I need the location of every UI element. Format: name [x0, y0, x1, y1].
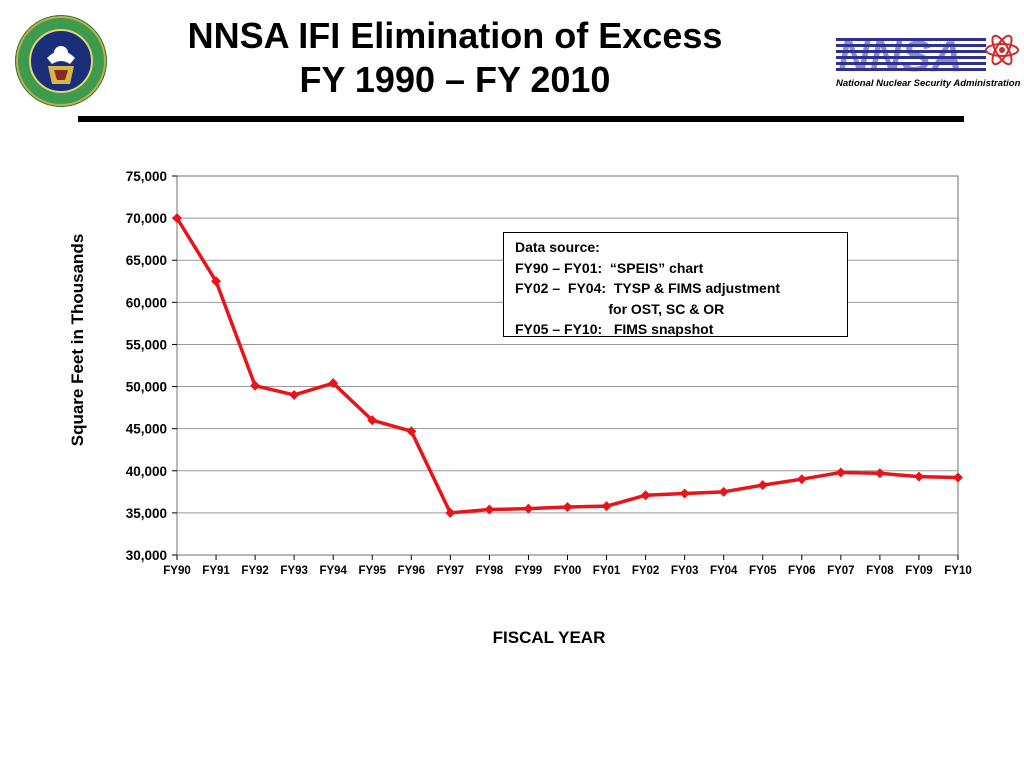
- data-point-marker: [796, 474, 807, 485]
- x-tick-label: FY96: [398, 565, 426, 577]
- y-tick-label: 35,000: [126, 506, 167, 521]
- x-tick-label: FY92: [241, 565, 269, 577]
- x-tick-label: FY05: [749, 565, 777, 577]
- data-point-marker: [523, 503, 534, 514]
- data-point-marker: [484, 504, 495, 515]
- data-point-marker: [679, 488, 690, 499]
- data-point-marker: [289, 389, 300, 400]
- y-tick-label: 50,000: [126, 380, 167, 395]
- y-tick-label: 30,000: [126, 548, 167, 563]
- x-tick-label: FY98: [476, 565, 504, 577]
- x-tick-label: FY90: [163, 565, 191, 577]
- y-tick-label: 65,000: [126, 253, 167, 268]
- y-tick-label: 60,000: [126, 295, 167, 310]
- y-tick-label: 75,000: [126, 169, 167, 184]
- y-tick-label: 55,000: [126, 337, 167, 352]
- data-point-marker: [562, 501, 573, 512]
- y-tick-label: 70,000: [126, 211, 167, 226]
- x-tick-label: FY04: [710, 565, 738, 577]
- note-line: Data source:: [515, 239, 600, 255]
- x-tick-label: FY03: [671, 565, 699, 577]
- data-point-marker: [640, 490, 651, 501]
- title-line-1: NNSA IFI Elimination of Excess: [187, 15, 723, 56]
- data-point-marker: [913, 471, 924, 482]
- data-point-marker: [328, 378, 339, 389]
- x-tick-label: FY95: [359, 565, 387, 577]
- x-tick-label: FY94: [319, 565, 347, 577]
- y-axis-label: Square Feet in Thousands: [68, 234, 87, 447]
- x-tick-label: FY00: [554, 565, 582, 577]
- x-tick-label: FY07: [827, 565, 855, 577]
- x-tick-label: FY91: [202, 565, 230, 577]
- x-tick-label: FY06: [788, 565, 816, 577]
- x-axis-ticks: FY90 FY91 FY92 FY93 FY94 FY95 FY96 FY97 FY98 FY99…: [163, 555, 972, 577]
- title-line-2: FY 1990 – FY 2010: [299, 59, 611, 100]
- data-point-marker: [874, 468, 885, 479]
- data-point-marker: [757, 480, 768, 491]
- data-point-marker: [250, 380, 261, 391]
- x-tick-label: FY10: [944, 565, 972, 577]
- x-tick-label: FY08: [866, 565, 894, 577]
- note-line: for OST, SC & OR: [515, 300, 725, 317]
- data-point-marker: [367, 415, 378, 426]
- x-tick-label: FY93: [280, 565, 308, 577]
- title-divider: [78, 116, 964, 122]
- x-tick-label: FY97: [437, 565, 465, 577]
- x-tick-label: FY01: [593, 565, 621, 577]
- x-tick-label: FY02: [632, 565, 660, 577]
- note-line: FY02 – FY04: TYSP & FIMS adjustment: [515, 280, 781, 296]
- data-point-marker: [172, 213, 182, 224]
- y-tick-label: 45,000: [126, 422, 167, 437]
- y-axis-ticks: 30,000 35,000 40,000 45,000 50,000 55,000 60,0…: [126, 169, 177, 563]
- data-point-marker: [953, 472, 963, 483]
- data-source-note: Data source: FY90 – FY01: “SPEIS” chart …: [503, 232, 848, 337]
- data-point-marker: [406, 426, 417, 437]
- note-line: FY05 – FY10: FIMS snapshot: [515, 321, 714, 337]
- nnsa-wordmark: NNSA: [838, 32, 963, 81]
- x-tick-label: FY09: [905, 565, 933, 577]
- data-point-marker: [835, 467, 846, 478]
- data-point-marker: [445, 507, 456, 518]
- data-point-marker: [601, 501, 612, 512]
- page-title: NNSA IFI Elimination of Excess FY 1990 –…: [110, 14, 800, 102]
- doe-seal-logo: [15, 15, 107, 107]
- nnsa-logo: NNSA National Nuclear Security Administr…: [836, 32, 1021, 89]
- y-tick-label: 40,000: [126, 464, 167, 479]
- x-axis-label: FISCAL YEAR: [493, 628, 606, 647]
- gridlines: [177, 217, 958, 514]
- nnsa-caption: National Nuclear Security Administration: [836, 78, 1021, 89]
- x-tick-label: FY99: [515, 565, 543, 577]
- data-point-marker: [211, 276, 222, 287]
- data-point-marker: [718, 486, 729, 497]
- series-layer: [172, 213, 963, 518]
- note-line: FY90 – FY01: “SPEIS” chart: [515, 259, 704, 276]
